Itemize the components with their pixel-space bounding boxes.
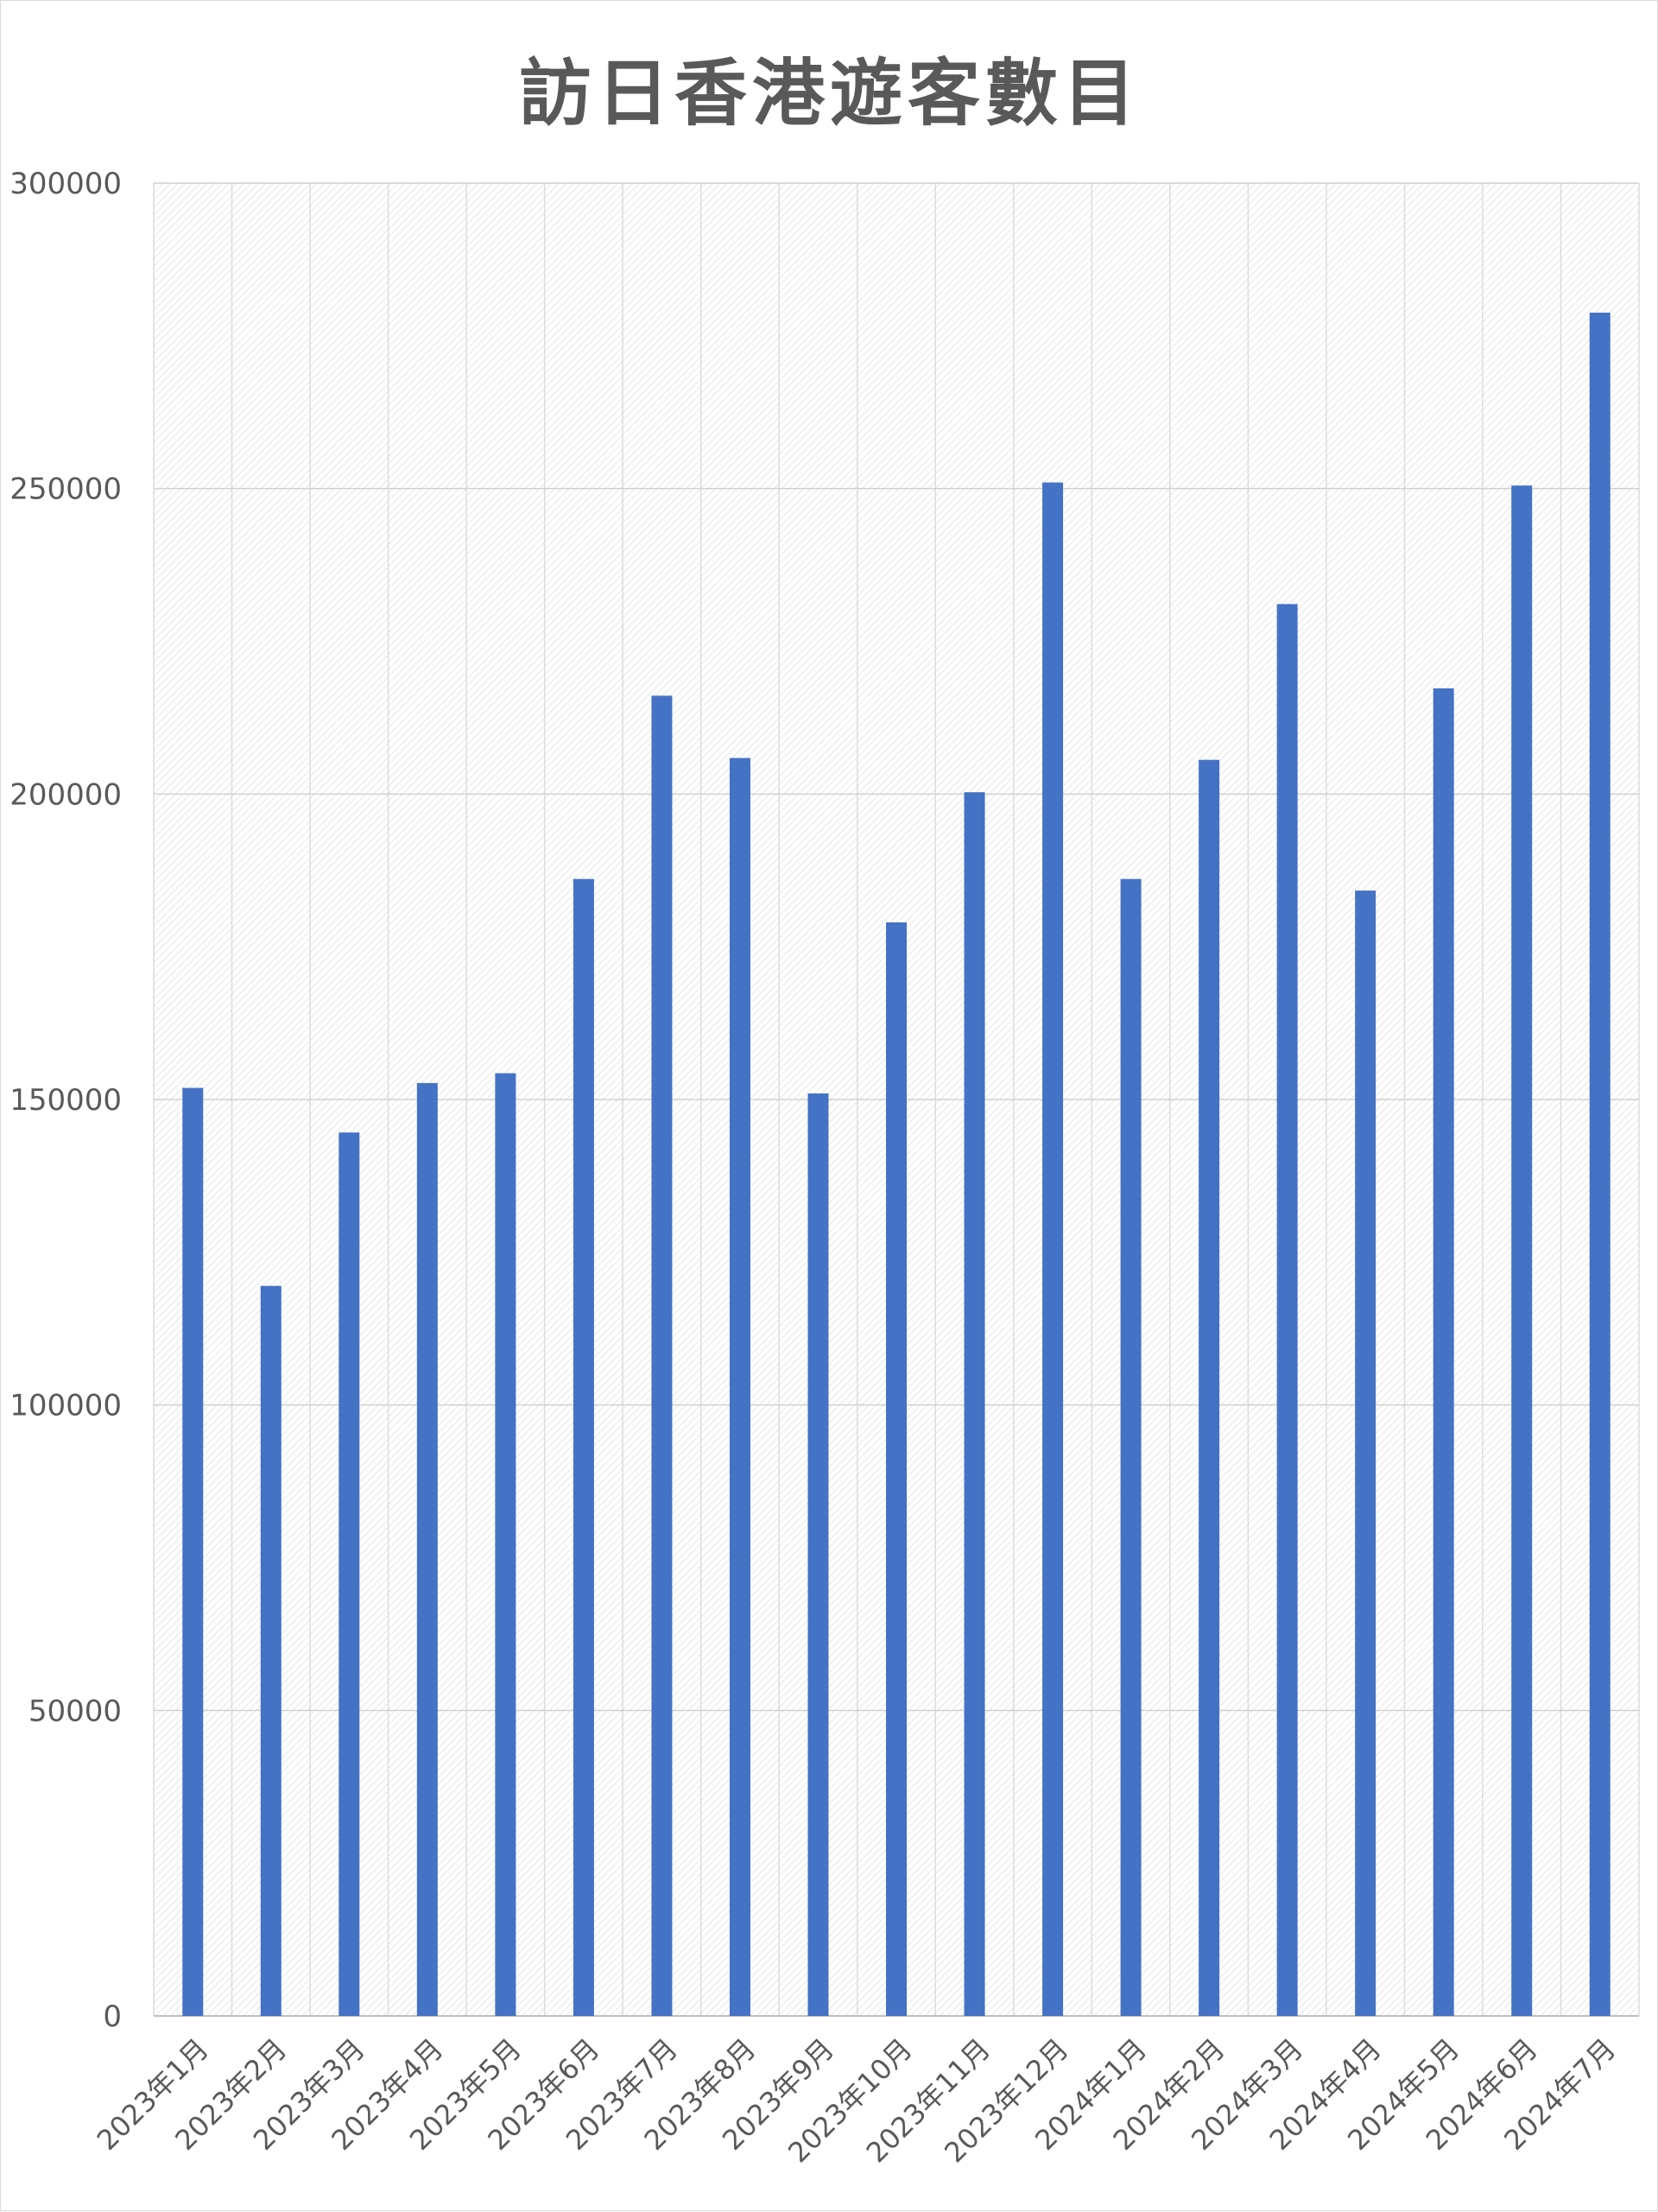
y-tick-label: 0 xyxy=(103,2000,122,2034)
bar xyxy=(1042,482,1064,2017)
bar xyxy=(1276,604,1298,2016)
chart-title: 訪日香港遊客數目 xyxy=(518,51,1141,136)
y-tick-label: 300000 xyxy=(9,167,122,201)
bar xyxy=(1433,688,1454,2017)
bar xyxy=(495,1073,516,2016)
bar xyxy=(729,757,750,2017)
bar xyxy=(1199,759,1220,2016)
bar xyxy=(1511,485,1533,2016)
y-tick-label: 250000 xyxy=(9,472,122,507)
y-tick-label: 150000 xyxy=(9,1083,122,1118)
bar xyxy=(1120,878,1142,2017)
bar xyxy=(260,1285,282,2016)
bar xyxy=(1589,312,1611,2016)
bar xyxy=(339,1132,360,2016)
bar xyxy=(886,922,907,2016)
y-tick-label: 200000 xyxy=(9,777,122,812)
bar xyxy=(1355,891,1376,2016)
y-tick-label: 50000 xyxy=(28,1694,122,1728)
bar xyxy=(182,1087,204,2016)
bar xyxy=(807,1093,829,2016)
bar xyxy=(964,792,985,2016)
y-tick-label: 100000 xyxy=(9,1389,122,1423)
bar xyxy=(416,1082,438,2016)
bar xyxy=(573,878,594,2017)
bar xyxy=(651,695,673,2016)
